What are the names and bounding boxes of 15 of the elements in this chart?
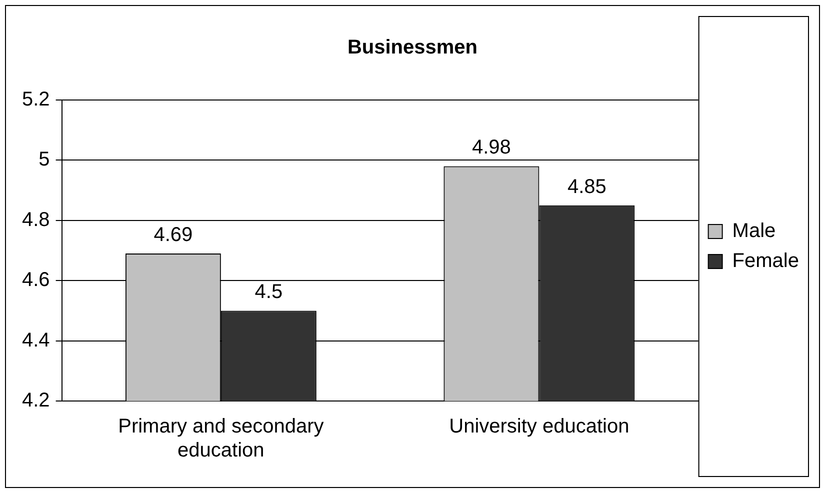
data-label: 4.85 xyxy=(567,176,606,198)
y-tick-label: 4.4 xyxy=(22,329,50,352)
y-tick-label: 4.8 xyxy=(22,208,50,231)
y-tick-label: 4.2 xyxy=(22,390,50,412)
y-tick-label: 5.2 xyxy=(22,88,50,111)
data-label: 4.98 xyxy=(472,136,511,159)
y-tick-label: 5 xyxy=(38,148,50,171)
data-label: 4.5 xyxy=(254,281,283,304)
y-tick-label: 4.6 xyxy=(22,269,50,292)
legend-label: Female xyxy=(732,250,800,272)
x-tick-label: University education xyxy=(449,416,630,438)
chart-title: Businessmen xyxy=(347,36,478,59)
x-tick-label: Primary and secondary education xyxy=(118,416,324,462)
data-label: 4.69 xyxy=(154,224,193,246)
legend-label: Male xyxy=(732,220,776,242)
